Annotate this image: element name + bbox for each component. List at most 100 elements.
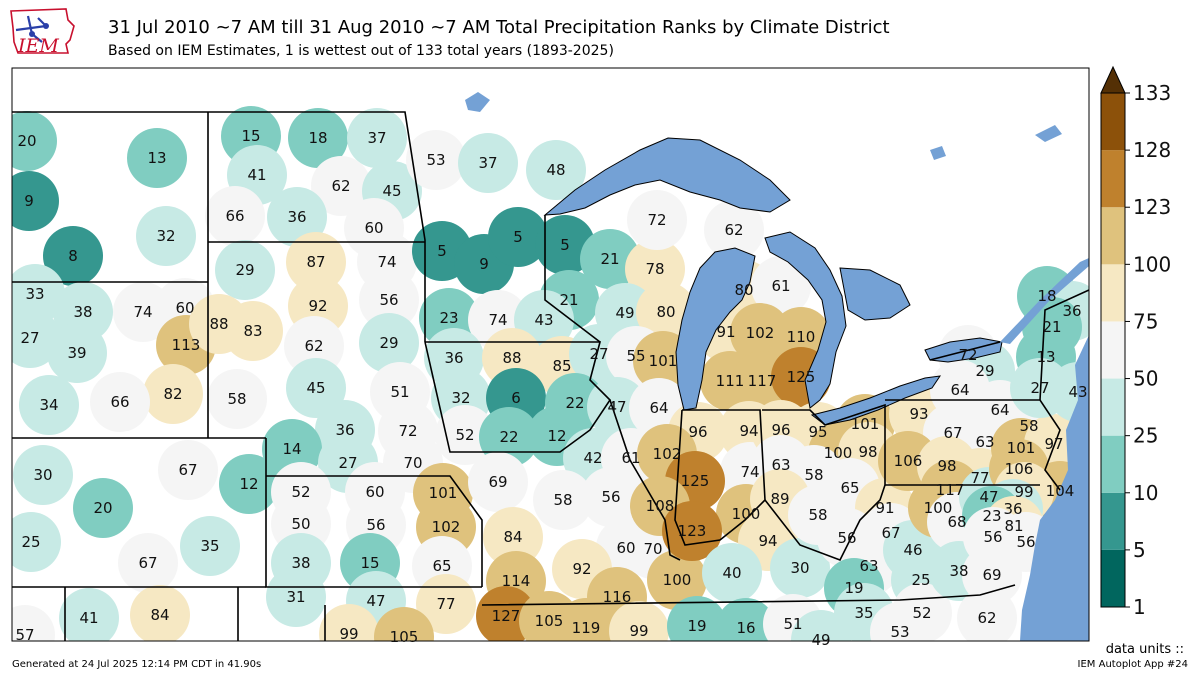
climate-district-fill [374, 607, 434, 641]
climate-district-fill [458, 133, 518, 193]
climate-district-fill [136, 206, 196, 266]
climate-district-fill [526, 140, 586, 200]
district-rank-label: 56 [1016, 533, 1035, 551]
district-rank-label: 13 [1036, 348, 1055, 366]
district-rank-label: 70 [643, 540, 662, 558]
climate-district-fill [627, 190, 687, 250]
district-rank-label: 53 [890, 623, 909, 641]
district-rank-label: 23 [439, 309, 458, 327]
district-rank-label: 60 [365, 483, 384, 501]
district-rank-label: 47 [607, 398, 626, 416]
district-rank-label: 74 [488, 311, 507, 329]
district-rank-label: 43 [1068, 383, 1087, 401]
climate-district-fill [12, 171, 59, 231]
district-rank-label: 123 [678, 522, 707, 540]
district-rank-label: 12 [547, 427, 566, 445]
district-rank-label: 69 [982, 566, 1001, 584]
district-rank-label: 119 [572, 619, 601, 637]
district-rank-label: 47 [366, 592, 385, 610]
colorbar-tick-label: 1 [1133, 595, 1146, 619]
district-rank-label: 51 [783, 615, 802, 633]
district-rank-label: 67 [178, 461, 197, 479]
district-rank-label: 58 [808, 506, 827, 524]
colorbar-segment [1101, 321, 1125, 379]
district-rank-label: 80 [656, 303, 675, 321]
district-rank-label: 97 [1044, 435, 1063, 453]
district-rank-label: 20 [93, 499, 112, 517]
district-rank-label: 49 [811, 631, 830, 649]
district-rank-label: 32 [451, 389, 470, 407]
district-rank-label: 105 [390, 628, 419, 646]
climate-district-fill [90, 372, 150, 432]
district-rank-label: 72 [647, 211, 666, 229]
climate-district-fill [359, 313, 419, 373]
district-rank-label: 25 [21, 533, 40, 551]
district-rank-label: 55 [626, 347, 645, 365]
colorbar-tick-label: 25 [1133, 424, 1158, 448]
district-rank-label: 74 [133, 303, 152, 321]
district-rank-label: 46 [903, 541, 922, 559]
app-id: IEM Autoplot App #24 [1077, 659, 1188, 670]
district-rank-label: 74 [740, 463, 759, 481]
colorbar-segment [1101, 378, 1125, 436]
district-rank-label: 91 [716, 323, 735, 341]
district-rank-label: 20 [17, 132, 36, 150]
district-rank-label: 41 [247, 166, 266, 184]
district-rank-label: 99 [1014, 483, 1033, 501]
district-rank-label: 116 [603, 588, 632, 606]
colorbar-segment [1101, 492, 1125, 550]
colorbar-tick-label: 75 [1133, 309, 1158, 333]
colorbar-tick-label: 133 [1133, 81, 1171, 105]
district-rank-label: 56 [601, 488, 620, 506]
district-rank-label: 57 [15, 626, 34, 644]
district-rank-label: 56 [366, 516, 385, 534]
colorbar-tick-label: 5 [1133, 538, 1146, 562]
district-rank-label: 106 [894, 452, 923, 470]
district-rank-label: 56 [379, 291, 398, 309]
district-rank-label: 62 [331, 177, 350, 195]
district-rank-label: 100 [924, 499, 953, 517]
district-rank-label: 77 [970, 469, 989, 487]
climate-district-fill [12, 512, 61, 572]
district-rank-label: 30 [790, 559, 809, 577]
climate-district-fill [266, 567, 326, 627]
district-rank-label: 104 [1046, 482, 1075, 500]
district-rank-label: 102 [432, 518, 461, 536]
climate-district-fill [716, 598, 776, 641]
logo-text: IEM [17, 35, 59, 57]
district-rank-label: 5 [513, 228, 523, 246]
district-rank-label: 106 [1005, 460, 1034, 478]
district-rank-label: 56 [983, 528, 1002, 546]
district-rank-label: 74 [377, 253, 396, 271]
district-rank-label: 13 [147, 149, 166, 167]
district-rank-label: 52 [291, 483, 310, 501]
district-rank-label: 32 [156, 227, 175, 245]
colorbar-tick-label: 100 [1133, 252, 1171, 276]
climate-district-fill [347, 108, 407, 168]
climate-district-fill [311, 156, 371, 216]
district-rank-label: 14 [282, 440, 301, 458]
district-rank-label: 98 [858, 443, 877, 461]
district-rank-label: 41 [79, 609, 98, 627]
district-rank-label: 51 [390, 383, 409, 401]
district-rank-label: 58 [804, 466, 823, 484]
district-rank-label: 35 [200, 537, 219, 555]
climate-district-fill [580, 229, 640, 289]
climate-district-fill [535, 215, 595, 275]
district-rank-label: 81 [1004, 517, 1023, 535]
climate-district-fill [13, 445, 73, 505]
climate-district-fill [416, 574, 476, 634]
district-rank-label: 101 [429, 484, 458, 502]
state-borders [12, 111, 1089, 641]
district-rank-label: 117 [936, 481, 965, 499]
climate-district-fill [12, 111, 57, 171]
colorbar-segment [1101, 150, 1125, 208]
district-rank-label: 29 [379, 334, 398, 352]
climate-district-fill [288, 108, 348, 168]
district-rank-label: 39 [67, 344, 86, 362]
district-rank-label: 98 [937, 457, 956, 475]
district-rank-label: 21 [600, 250, 619, 268]
district-rank-label: 37 [367, 129, 386, 147]
climate-district-fill [143, 364, 203, 424]
colorbar-segment [1101, 264, 1125, 322]
